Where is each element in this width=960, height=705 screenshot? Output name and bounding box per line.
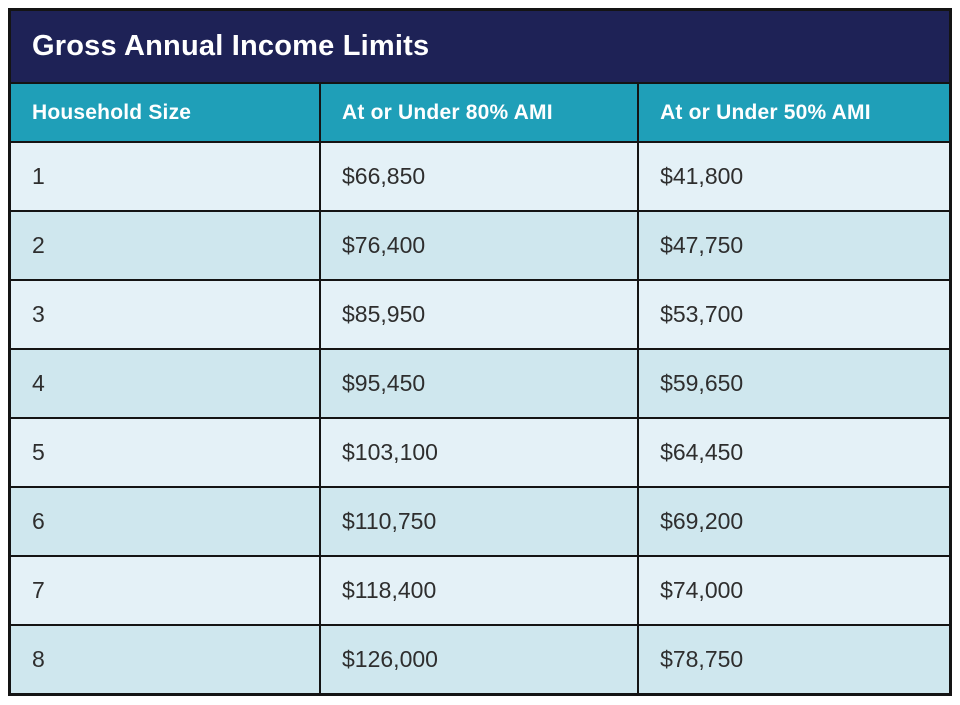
table-row: 5 $103,100 $64,450 (8, 417, 952, 488)
table-row: 7 $118,400 $74,000 (8, 555, 952, 626)
ami-50-cell: $47,750 (637, 210, 952, 281)
household-size-cell: 5 (8, 417, 322, 488)
household-size-cell: 7 (8, 555, 322, 626)
column-header-50-ami: At or Under 50% AMI (637, 82, 952, 143)
ami-80-cell: $95,450 (319, 348, 640, 419)
household-size-cell: 3 (8, 279, 322, 350)
household-size-cell: 4 (8, 348, 322, 419)
ami-80-cell: $110,750 (319, 486, 640, 557)
ami-80-cell: $66,850 (319, 141, 640, 212)
ami-80-cell: $76,400 (319, 210, 640, 281)
household-size-cell: 6 (8, 486, 322, 557)
ami-50-cell: $69,200 (637, 486, 952, 557)
ami-80-cell: $118,400 (319, 555, 640, 626)
income-limits-table: Gross Annual Income Limits Household Siz… (8, 8, 952, 696)
ami-50-cell: $53,700 (637, 279, 952, 350)
table-title-row: Gross Annual Income Limits (8, 8, 952, 84)
column-header-80-ami: At or Under 80% AMI (319, 82, 640, 143)
ami-80-cell: $126,000 (319, 624, 640, 696)
ami-80-cell: $103,100 (319, 417, 640, 488)
table-row: 6 $110,750 $69,200 (8, 486, 952, 557)
table-title: Gross Annual Income Limits (8, 8, 952, 84)
table-row: 2 $76,400 $47,750 (8, 210, 952, 281)
table-row: 8 $126,000 $78,750 (8, 624, 952, 696)
column-header-household-size: Household Size (8, 82, 322, 143)
household-size-cell: 2 (8, 210, 322, 281)
ami-50-cell: $59,650 (637, 348, 952, 419)
table-row: 1 $66,850 $41,800 (8, 141, 952, 212)
household-size-cell: 1 (8, 141, 322, 212)
table-row: 3 $85,950 $53,700 (8, 279, 952, 350)
ami-50-cell: $64,450 (637, 417, 952, 488)
ami-80-cell: $85,950 (319, 279, 640, 350)
ami-50-cell: $74,000 (637, 555, 952, 626)
ami-50-cell: $41,800 (637, 141, 952, 212)
table-header-row: Household Size At or Under 80% AMI At or… (8, 82, 952, 143)
household-size-cell: 8 (8, 624, 322, 696)
ami-50-cell: $78,750 (637, 624, 952, 696)
table-row: 4 $95,450 $59,650 (8, 348, 952, 419)
